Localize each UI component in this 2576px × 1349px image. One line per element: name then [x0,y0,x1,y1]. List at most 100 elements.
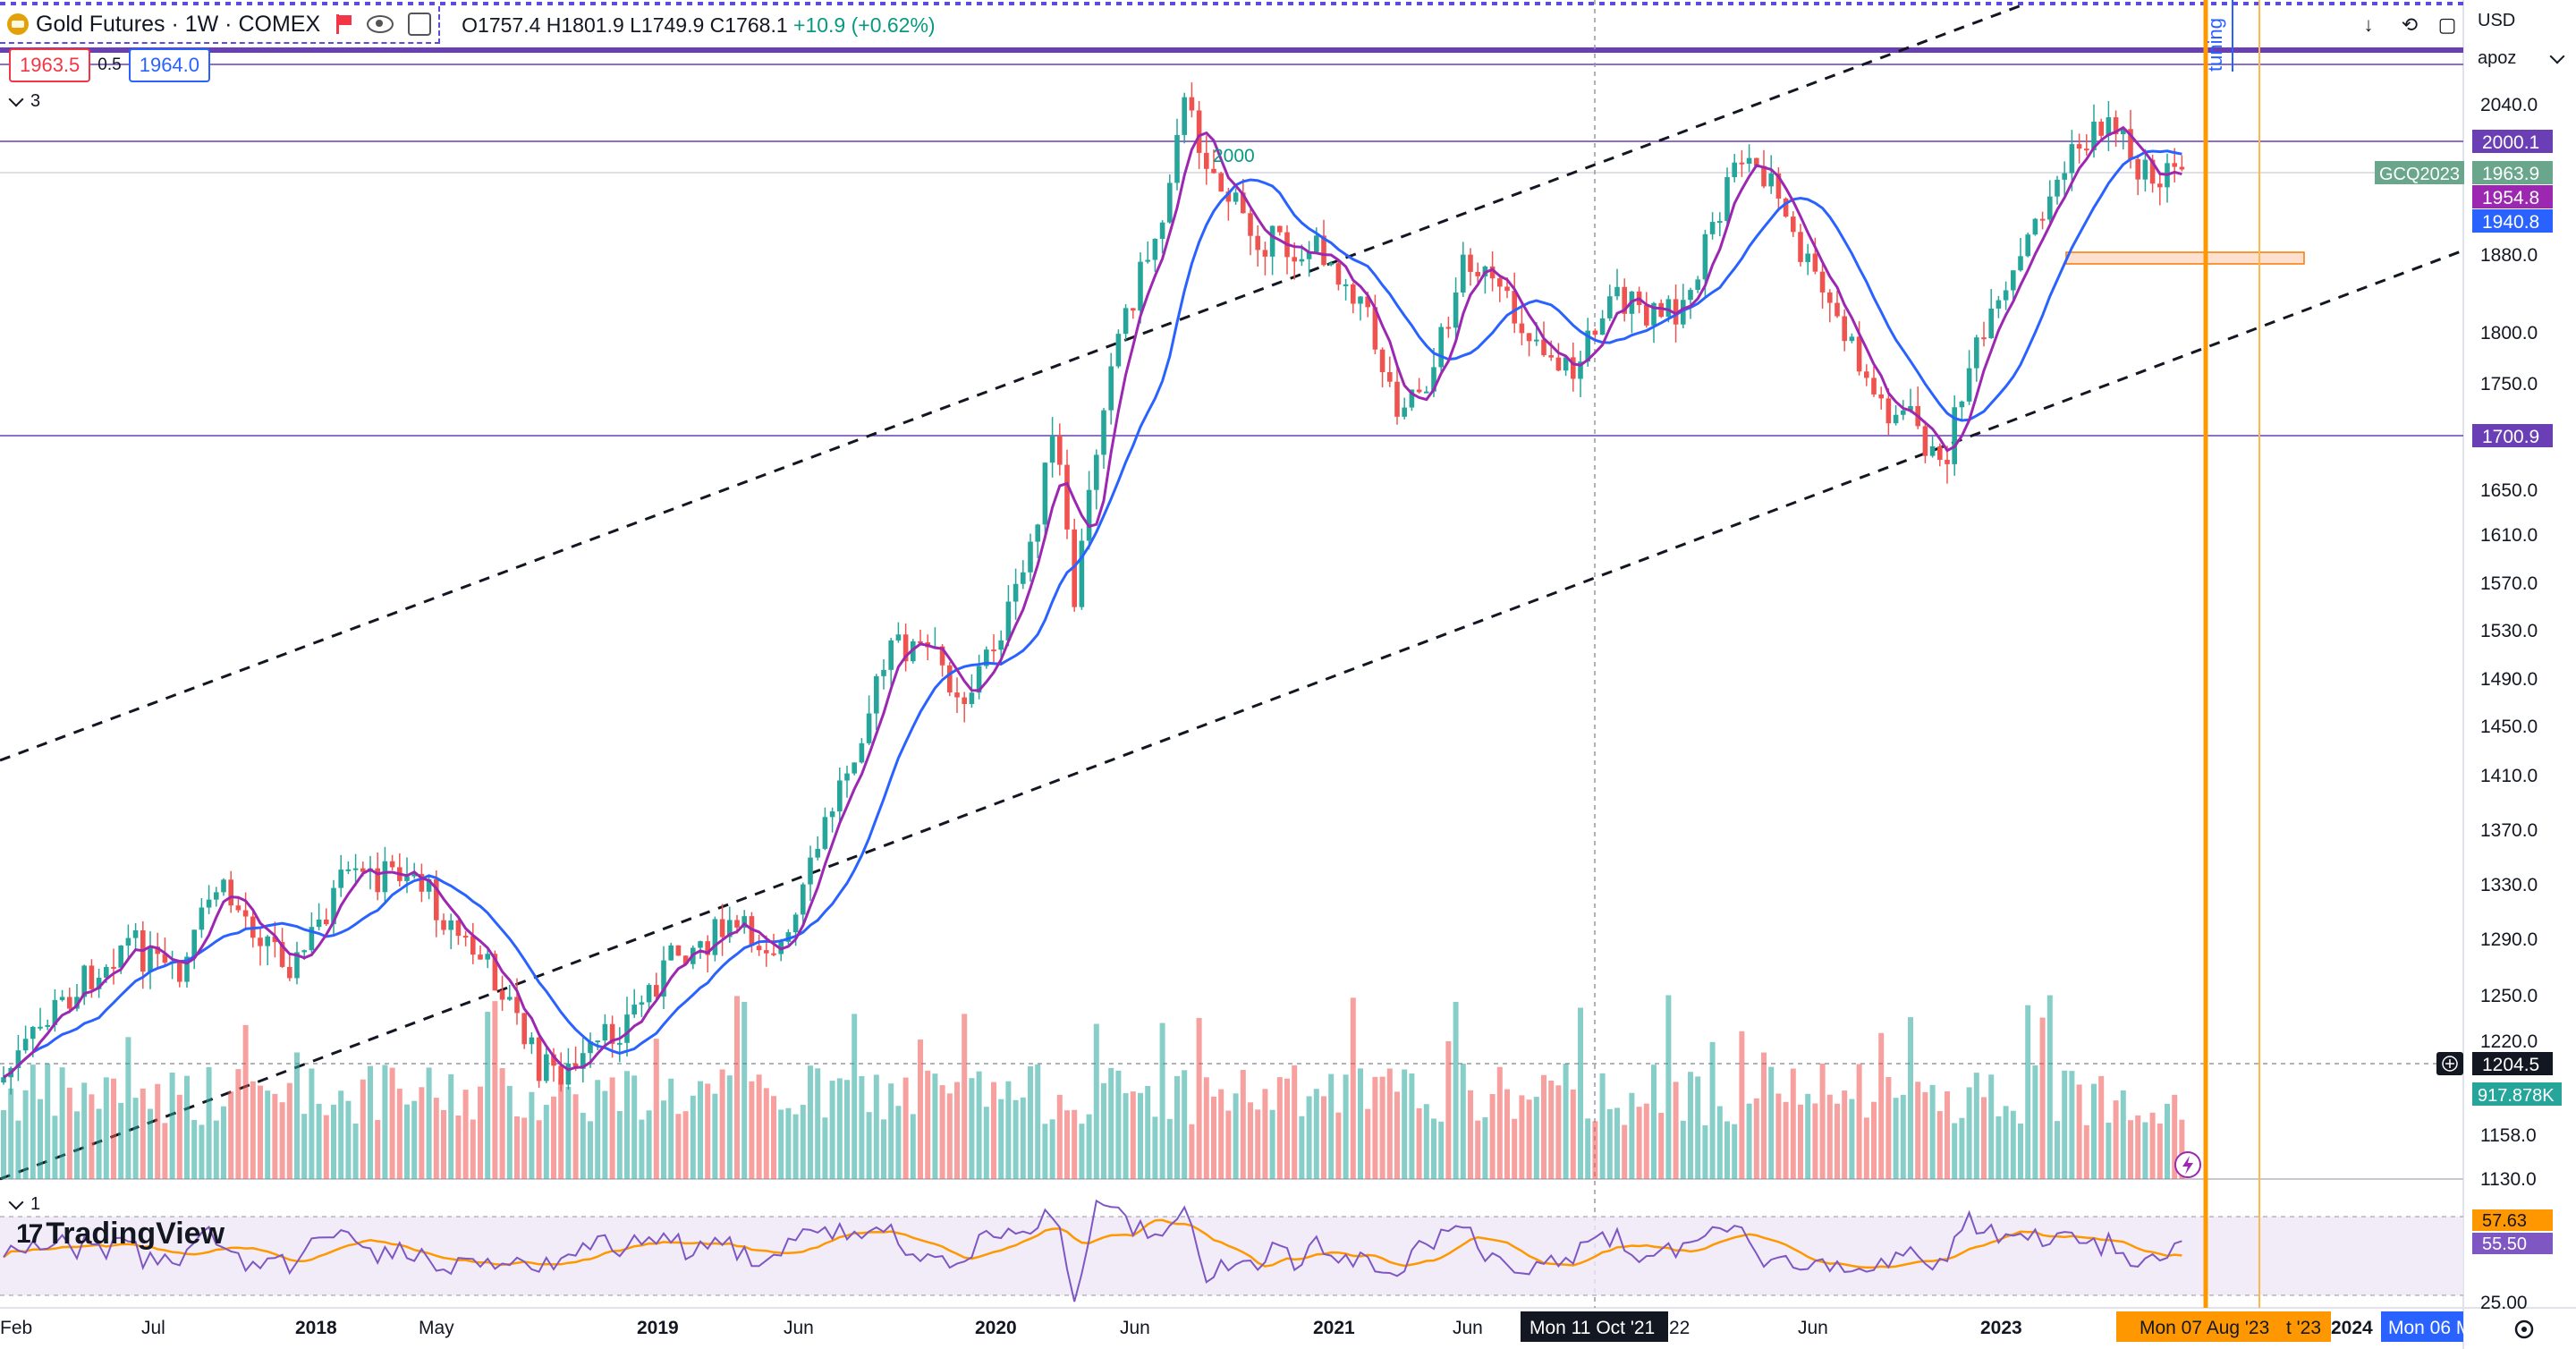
volume-bar [741,1001,748,1179]
candle-body [67,997,72,1009]
buy-button[interactable]: 1964.0 [128,48,211,82]
candle-body [888,640,894,670]
volume-bar [1900,1094,1906,1179]
candle-body [272,936,278,943]
volume-bar [1013,1099,1019,1179]
volume-bar [624,1071,630,1179]
replay-icon[interactable]: ⟲ [2401,13,2419,36]
candle-body [1717,221,1723,224]
candle-body [228,879,233,906]
time-axis: Feb Jul 2018 May 2019 Jun 2020 Jun 2021 Jun 22 Jun 2… [0,1318,2022,1338]
price-label-ma-slow: 1940.8 [2472,209,2553,233]
volume-bar [250,1081,256,1179]
candle-body [1614,286,1620,297]
volume-bar [822,1117,828,1179]
candle-body [1761,165,1767,187]
channel-upper-line[interactable] [0,4,2022,762]
volume-bar [2113,1100,2119,1179]
candle-body [1387,372,1393,382]
rsi-ma-line [3,1218,2182,1269]
candle-body [1819,271,1826,293]
volume-bar [111,1078,116,1179]
indicators-toggle[interactable]: 3 [8,91,40,112]
candle-body [221,879,226,893]
sell-button[interactable]: 1963.5 [9,48,91,82]
volume-bar [1005,1081,1012,1179]
fullscreen-icon[interactable]: ▢ [2437,13,2457,36]
lightning-icon[interactable] [2174,1151,2201,1178]
settings-icon[interactable] [408,13,432,36]
candle-body [698,941,703,948]
candle-body [1402,407,1407,417]
candle-body [1233,192,1239,202]
volume-bar [169,1072,175,1179]
candle-body [1688,290,1693,301]
candle-body [785,932,792,942]
candle-body [1996,300,2002,309]
volume-bar [1145,1086,1151,1179]
volume-bar [1262,1089,1268,1179]
svg-text:57.63: 57.63 [2482,1211,2527,1231]
candle-body [492,954,498,991]
volume-bar [1159,1022,1165,1179]
volume-bar [404,1104,410,1179]
chevron-down-icon [2549,48,2565,64]
volume-bar [1189,1124,1195,1179]
rsi-indicators-toggle[interactable]: 1 [8,1194,40,1215]
volume-bar [836,1078,843,1179]
candle-body [1131,308,1136,311]
candle-body [874,675,879,714]
candle-body [301,950,307,953]
volume-bar [389,1067,395,1179]
eye-icon[interactable] [367,15,394,33]
volume-bar [1849,1099,1855,1179]
volume-bar [1981,1097,1987,1179]
volume-bar [771,1096,776,1179]
demand-zone[interactable] [2065,251,2305,265]
candle-body [1372,307,1378,350]
candle-body [1292,257,1297,262]
volume-bar [1936,1111,1943,1179]
settings-gear-icon[interactable] [2514,1319,2534,1339]
tradingview-mark-icon: 17 [16,1218,43,1249]
candle-body [1079,540,1085,607]
price-tick: 1220.0 [2480,1031,2538,1052]
candle-body [558,1065,564,1085]
candle-body [624,1014,630,1043]
volume-bar [1959,1117,1965,1179]
svg-text:1204.5: 1204.5 [2482,1055,2539,1075]
volume-bar [514,1116,520,1179]
currency-select[interactable]: USD [2478,11,2516,30]
plus-circle-icon[interactable] [2436,1052,2463,1075]
volume-bar [492,1001,498,1179]
time-tick: Jun [784,1318,814,1338]
candle-body [661,960,666,997]
volume-bar [734,996,740,1179]
volume-bar [478,1086,483,1179]
candle-body [756,946,762,951]
volume-bar [1123,1093,1129,1179]
flag-icon[interactable] [336,14,352,34]
tradingview-logo[interactable]: 17 TradingView [16,1217,225,1251]
candle-body [485,954,490,960]
candle-body [382,861,388,893]
scale-select[interactable]: apoz [2478,48,2565,69]
volume-bar [1753,1098,1759,1179]
chevron-down-icon [8,91,24,106]
candle-body [30,1026,36,1039]
volume-bar [2098,1075,2105,1179]
price-tick: 1650.0 [2480,480,2538,501]
volume-bar [2172,1094,2178,1179]
download-icon[interactable]: ↓ [2363,13,2374,36]
candle-body [1988,308,1994,339]
high-value: H1801.9 [546,13,624,37]
legend-bar: Gold Futures · 1W · COMEX O1757.4 H1801.… [0,0,936,50]
volume-bar [2069,1071,2075,1179]
symbol-title[interactable]: Gold Futures · 1W · COMEX [0,6,441,44]
candle-body [536,1037,542,1082]
candle-body [287,966,292,979]
symbol-tag: GCQ2023 [2375,161,2464,184]
channel-lower-line[interactable] [0,249,2464,1181]
candle-body [1959,401,1965,408]
